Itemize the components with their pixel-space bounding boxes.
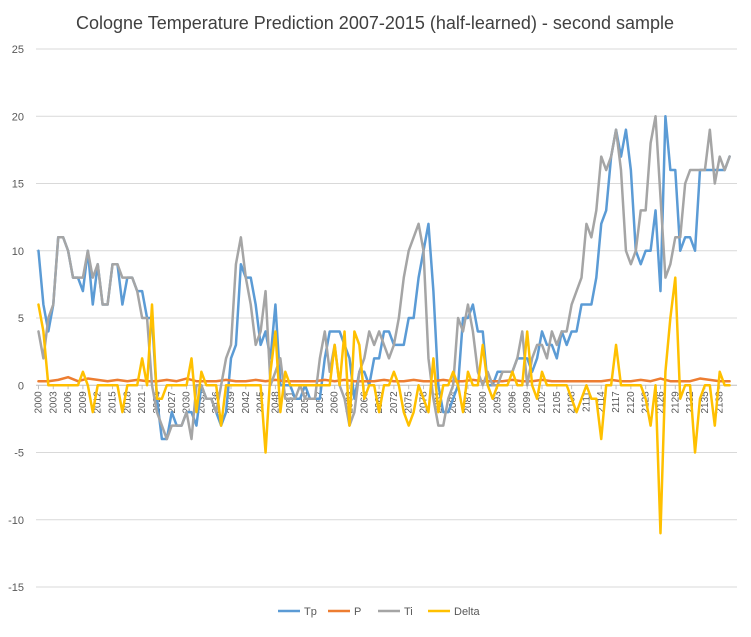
series-line-ti (37, 115, 731, 441)
y-tick-label: 15 (12, 179, 24, 191)
x-tick-label: 2021 (137, 391, 148, 414)
y-tick-label: -5 (14, 448, 24, 460)
legend-label-tp: Tp (304, 606, 317, 618)
x-tick-label: 2012 (93, 391, 104, 414)
x-tick-label: 2015 (108, 391, 119, 414)
y-tick-label: -10 (8, 515, 24, 527)
x-tick-label: 2069 (374, 391, 385, 414)
y-tick-label: 5 (18, 313, 24, 325)
x-tick-label: 2006 (63, 391, 74, 414)
x-tick-label: 2066 (359, 391, 370, 414)
x-tick-label: 2084 (448, 391, 459, 414)
x-tick-label: 2018 (122, 391, 133, 414)
series-line-delta (37, 276, 731, 535)
y-tick-label: 20 (12, 111, 24, 123)
x-tick-label: 2027 (167, 391, 178, 414)
legend: Tp P Ti Delta (278, 606, 481, 618)
x-tick-label: 2054 (300, 391, 311, 414)
x-tick-label: 2126 (655, 391, 666, 414)
x-tick-label: 2075 (404, 391, 415, 414)
y-tick-label: 25 (12, 44, 24, 56)
series-line-p (37, 375, 731, 383)
x-tick-label: 2102 (537, 391, 548, 414)
x-tick-label: 2096 (507, 391, 518, 414)
x-tick-label: 2009 (78, 391, 89, 414)
x-tick-label: 2105 (552, 391, 563, 414)
x-tick-label: 2117 (611, 391, 622, 413)
x-tick-label: 2048 (270, 391, 281, 414)
y-tick-label: 10 (12, 246, 24, 258)
x-tick-label: 2060 (330, 391, 341, 414)
x-tick-label: 2090 (478, 391, 489, 414)
x-tick-label: 2000 (33, 391, 44, 414)
series-layer (37, 115, 731, 535)
x-tick-label: 2114 (596, 391, 607, 413)
x-tick-label: 2093 (493, 391, 504, 414)
x-tick-label: 2051 (285, 391, 296, 414)
x-tick-label: 2030 (182, 391, 193, 414)
x-tick-label: 2033 (196, 391, 207, 414)
x-tick-label: 2081 (433, 391, 444, 414)
x-tick-label: 2138 (715, 391, 726, 414)
legend-label-ti: Ti (404, 606, 413, 618)
y-axis-ticks: 25 20 15 10 5 0 -5 -10 -15 (8, 44, 24, 594)
x-tick-label: 2003 (48, 391, 59, 414)
x-tick-label: 2039 (226, 391, 237, 414)
y-tick-label: 0 (18, 380, 24, 392)
x-tick-label: 2120 (626, 391, 637, 414)
x-tick-label: 2129 (670, 391, 681, 414)
x-tick-label: 2135 (700, 391, 711, 414)
x-tick-label: 2072 (389, 391, 400, 414)
chart-title: Cologne Temperature Prediction 2007-2015… (76, 13, 674, 33)
y-tick-label: -15 (8, 582, 24, 594)
legend-label-p: P (354, 606, 361, 618)
x-tick-label: 2036 (211, 391, 222, 414)
x-tick-label: 2042 (241, 391, 252, 414)
x-tick-label: 2099 (522, 391, 533, 414)
x-tick-label: 2087 (463, 391, 474, 414)
legend-label-delta: Delta (454, 606, 481, 618)
x-tick-label: 2057 (315, 391, 326, 414)
x-tick-label: 2111 (581, 391, 592, 412)
